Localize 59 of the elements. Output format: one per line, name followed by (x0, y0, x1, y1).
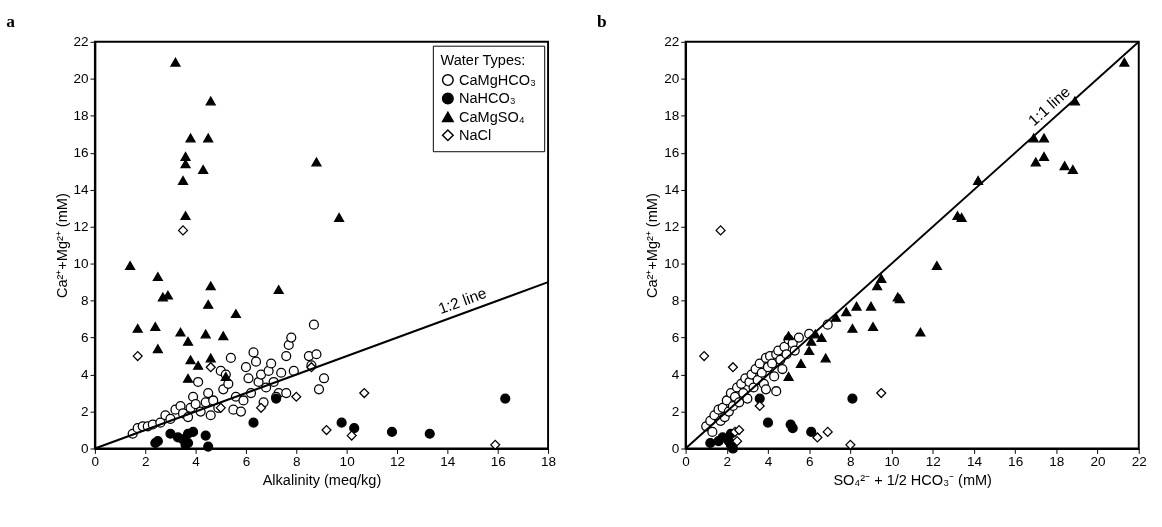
y-tick-label: 4 (81, 366, 90, 382)
x-tick-label: 4 (192, 454, 201, 470)
y-tick-label: 16 (73, 145, 89, 161)
x-tick-label: 4 (764, 454, 773, 470)
y-tick-label: 18 (664, 108, 680, 124)
chart-title: b (596, 11, 607, 32)
annotation: 1:2 line (435, 283, 489, 318)
x-tick-label: 18 (1049, 454, 1065, 470)
x-tick-label: 12 (389, 454, 406, 470)
y-tick-label: 22 (664, 34, 680, 50)
x-tick-label: 22 (1131, 454, 1147, 470)
y-tick-label: 16 (664, 145, 680, 161)
y-tick-label: 0 (671, 440, 680, 456)
y-tick-label: 6 (81, 329, 89, 345)
y-tick-label: 12 (73, 219, 89, 235)
x-tick-label: 14 (966, 454, 983, 470)
y-tick-label: 14 (73, 182, 90, 198)
y-tick-label: 12 (664, 219, 680, 235)
x-tick-label: 2 (141, 454, 150, 470)
legend-label: CaMgHCO₃ (458, 71, 536, 88)
legend-label: NaHCO₃ (458, 90, 516, 107)
y-tick-label: 6 (671, 329, 680, 345)
legend-label: NaCl (458, 127, 492, 144)
y-tick-label: 2 (81, 403, 89, 419)
y-tick-label: 10 (664, 256, 680, 272)
legend-label: CaMgSO₄ (458, 108, 525, 125)
y-axis-title: Ca²⁺+Mg²⁺ (mM) (644, 193, 661, 299)
y-axis-title: Ca²⁺+Mg²⁺ (mM) (53, 193, 70, 299)
y-tick-label: 22 (73, 34, 89, 50)
x-tick-label: 6 (805, 454, 814, 470)
x-tick-label: 8 (293, 454, 301, 470)
y-tick-label: 10 (73, 256, 89, 272)
x-tick-label: 16 (490, 454, 506, 470)
x-tick-label: 0 (91, 454, 100, 470)
y-tick-label: 18 (73, 108, 89, 124)
x-tick-label: 2 (723, 454, 732, 470)
x-tick-label: 0 (682, 454, 690, 470)
y-tick-label: 20 (73, 71, 89, 87)
annotation: 1:1 line (1024, 82, 1074, 129)
x-tick-label: 12 (925, 454, 941, 470)
y-tick-label: 14 (664, 182, 680, 198)
y-tick-label: 20 (664, 71, 680, 87)
x-tick-label: 10 (884, 454, 900, 470)
chart-title: a (6, 11, 16, 32)
y-tick-label: 0 (81, 440, 89, 456)
x-tick-label: 14 (440, 454, 456, 470)
y-tick-label: 8 (671, 292, 680, 308)
x-tick-label: 6 (242, 454, 251, 470)
x-axis-title: SO₄²⁻ + 1/2 HCO₃⁻ (mM) (833, 471, 992, 488)
x-axis-title: Alkalinity (meq/kg) (262, 471, 382, 488)
x-tick-label: 20 (1090, 454, 1106, 470)
y-tick-label: 8 (81, 292, 89, 308)
x-tick-label: 10 (339, 454, 355, 470)
x-tick-label: 18 (541, 454, 557, 470)
y-tick-label: 4 (671, 366, 680, 382)
x-tick-label: 8 (847, 454, 855, 470)
x-tick-label: 16 (1008, 454, 1024, 470)
y-tick-label: 2 (671, 403, 680, 419)
legend-title: Water Types: (440, 52, 526, 69)
